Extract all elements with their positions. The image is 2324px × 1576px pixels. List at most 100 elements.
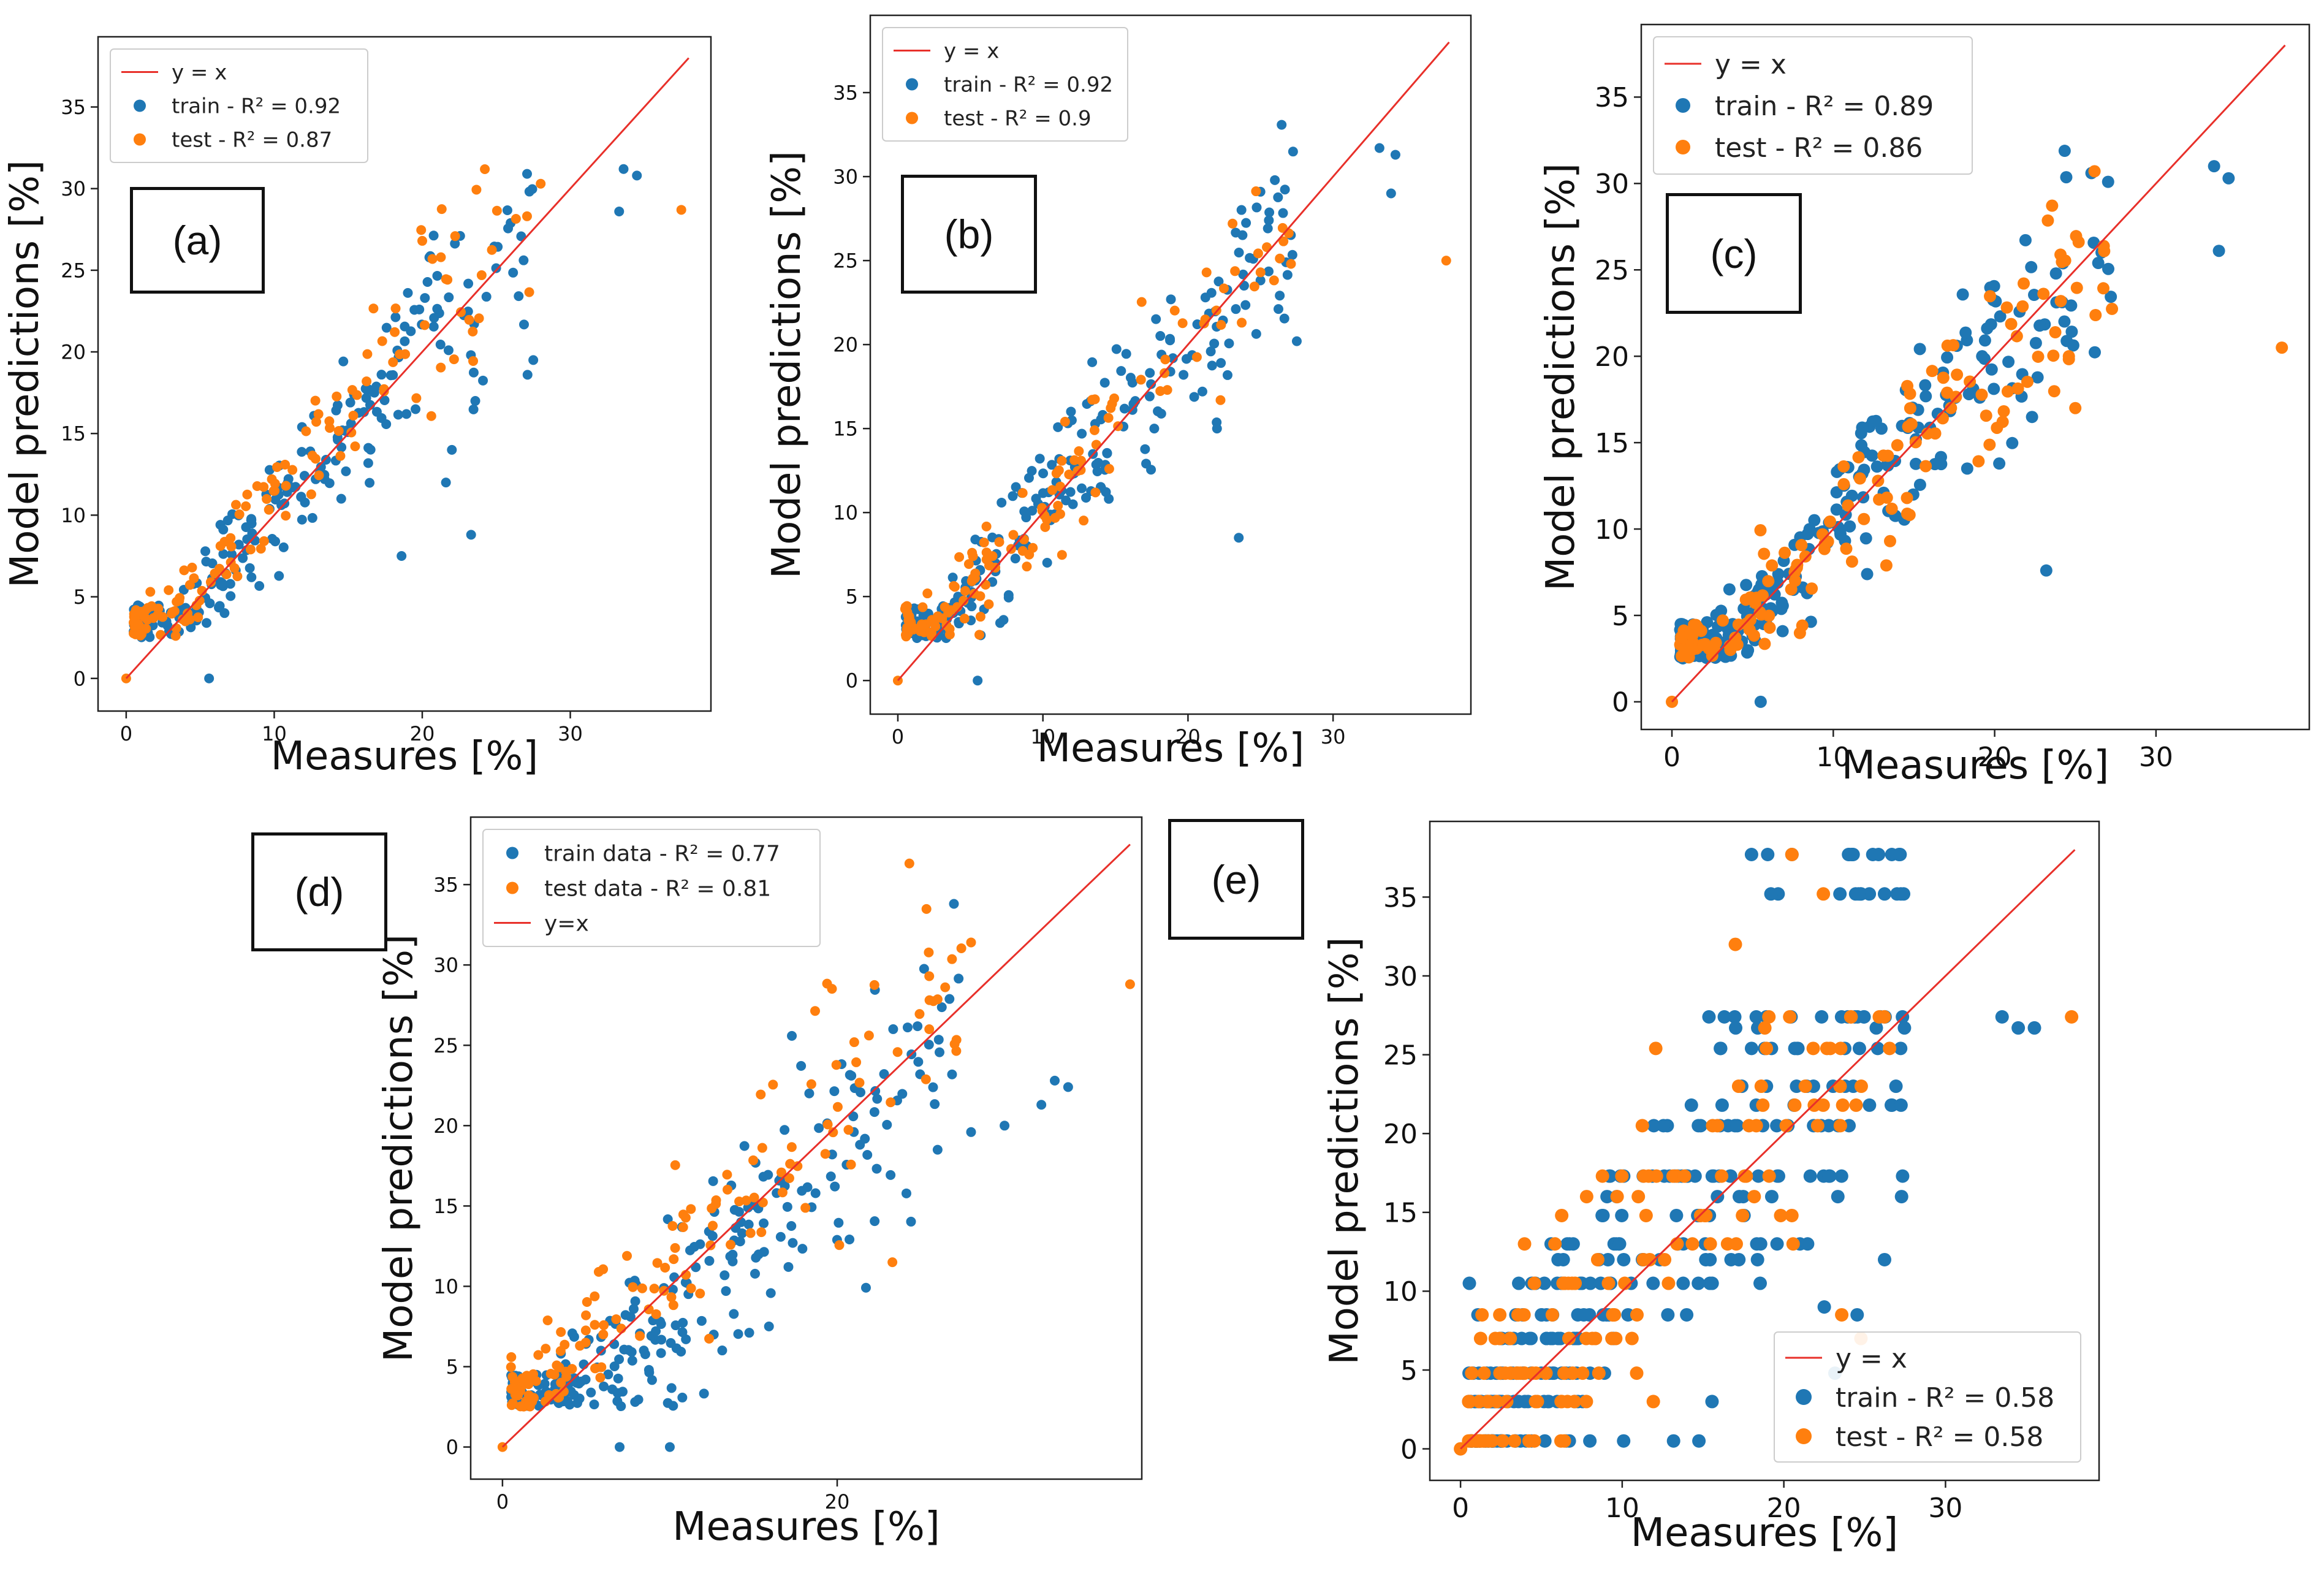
train-data-point [669, 1272, 680, 1282]
train-data-point [670, 1320, 681, 1331]
test-data-point [966, 937, 976, 948]
train-point [429, 313, 439, 323]
train-point [1522, 1331, 1536, 1346]
test-data-point [637, 1283, 647, 1293]
test-point [963, 559, 974, 569]
test-point [234, 509, 245, 520]
train-data-point [599, 1381, 609, 1391]
train-data-point [640, 1349, 650, 1360]
train-point [2034, 319, 2046, 332]
legend-label: train - R² = 0.92 [944, 73, 1113, 97]
test-point [1576, 1366, 1590, 1380]
test-data-point [956, 943, 966, 953]
x-tick-label: 30 [558, 722, 583, 745]
test-point [1253, 248, 1263, 259]
train-data-point [954, 973, 964, 984]
test-point [333, 425, 344, 436]
train-point [1870, 460, 1883, 473]
train-point [478, 375, 488, 386]
x-tick-label: 10 [262, 722, 287, 745]
train-point [1566, 1237, 1580, 1251]
train-point [332, 400, 343, 411]
test-data-point [593, 1266, 604, 1277]
train-point [1834, 1169, 1848, 1183]
train-point [1207, 360, 1217, 371]
train-point [2222, 172, 2235, 185]
test-data-point [886, 1097, 896, 1108]
test-point [959, 595, 969, 606]
train-point [527, 184, 537, 194]
legend-label: y = x [172, 61, 227, 85]
train-point [2212, 245, 2225, 257]
test-point [1658, 1252, 1672, 1266]
train-point [1803, 523, 1816, 536]
train-data-point [897, 1089, 908, 1099]
test-point [1615, 1169, 1629, 1183]
test-point [270, 485, 280, 496]
test-point [949, 581, 959, 591]
panel-label-c-text: (c) [1710, 230, 1758, 276]
train-point [2092, 257, 2105, 270]
train-point [1988, 280, 2000, 292]
test-point [1837, 460, 1850, 473]
train-point [1850, 1308, 1864, 1322]
test-point [2000, 301, 2013, 314]
test-point [314, 470, 324, 481]
test-point [1047, 485, 1057, 495]
test-point [272, 462, 283, 472]
test-point [1706, 649, 1718, 662]
train-point [365, 444, 376, 455]
train-point [2102, 262, 2114, 275]
train-point [481, 292, 492, 302]
train-point [1273, 192, 1283, 202]
test-data-point [635, 1331, 645, 1341]
train-data-point [872, 1094, 883, 1104]
train-point [1206, 287, 1217, 298]
test-point [1477, 1366, 1491, 1380]
test-point [1703, 1237, 1717, 1251]
test-point [1522, 1434, 1536, 1448]
test-point [1555, 1208, 1569, 1222]
train-data-point [879, 1069, 889, 1079]
test-point [974, 630, 984, 640]
test-point [1237, 318, 1247, 328]
train-data-point [708, 1176, 718, 1186]
test-point [1753, 606, 1766, 619]
train-point [1116, 366, 1126, 376]
train-data-point [933, 1035, 944, 1045]
test-point [455, 307, 466, 318]
train-data-point [870, 1086, 881, 1096]
train-point [450, 238, 460, 249]
train-data-point [655, 1316, 666, 1327]
points-group [121, 164, 686, 683]
test-point [1941, 386, 1954, 399]
train-data-point [571, 1377, 582, 1388]
test-point [1840, 542, 1853, 555]
train-point [1517, 1395, 1532, 1409]
train-point [1119, 403, 1130, 414]
test-point [1763, 621, 1776, 634]
train-point [1189, 392, 1199, 402]
train-data-point [564, 1399, 575, 1410]
train-point [1038, 468, 1049, 479]
test-data-point [668, 1300, 678, 1311]
train-data-point [846, 1070, 857, 1081]
x-axis-label: Measures [%] [1842, 743, 2109, 788]
test-point [1042, 514, 1052, 525]
test-point [1834, 1041, 1848, 1056]
test-point [1817, 887, 1831, 901]
train-point [1231, 304, 1241, 314]
test-point [1739, 593, 1752, 606]
legend-label: test - R² = 0.58 [1836, 1422, 2043, 1453]
test-point [1823, 515, 1836, 528]
train-point [1919, 379, 1932, 392]
train-point [1666, 1434, 1680, 1448]
test-point [1053, 500, 1063, 511]
train-point [1027, 506, 1038, 516]
train-point [468, 367, 479, 378]
train-point [274, 571, 284, 581]
train-point [441, 478, 451, 488]
test-point [901, 631, 911, 642]
test-point [1037, 506, 1047, 516]
test-point [1833, 1079, 1847, 1094]
